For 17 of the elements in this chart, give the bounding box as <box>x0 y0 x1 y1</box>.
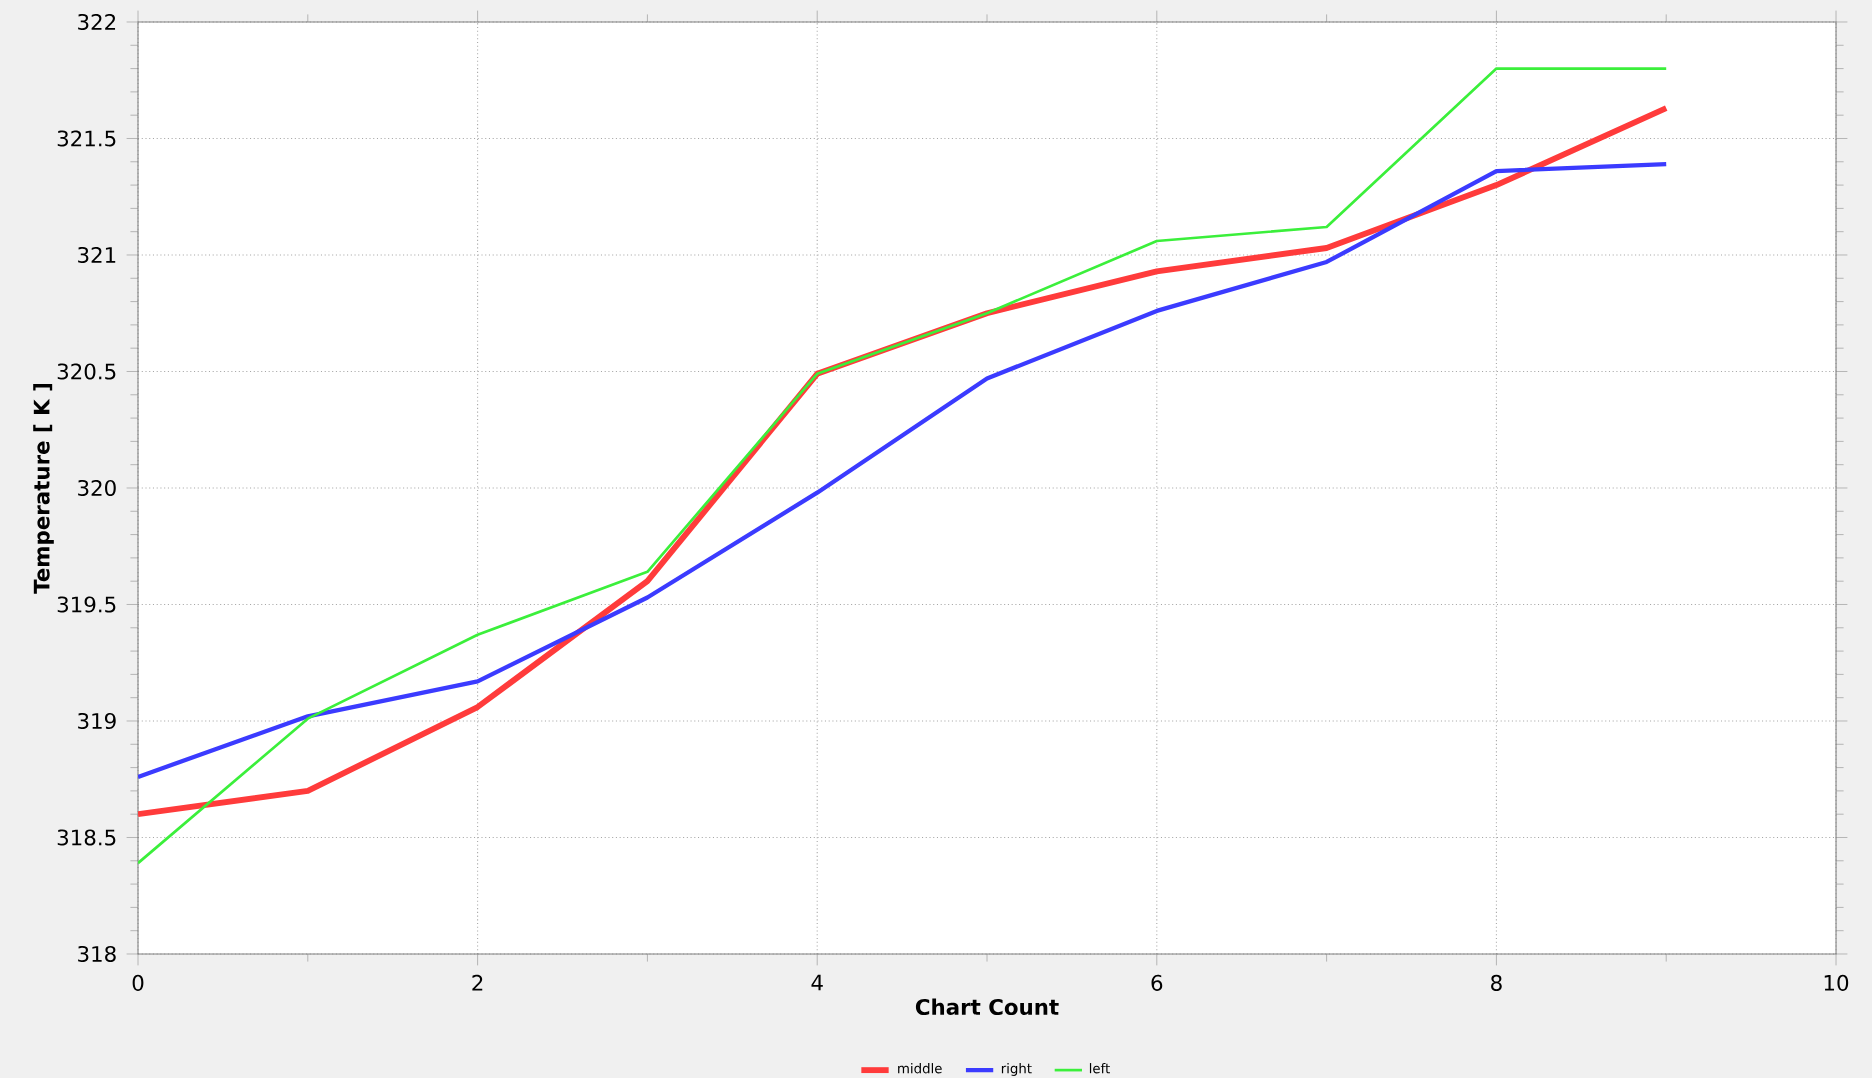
x-tick-label: 0 <box>132 974 144 991</box>
y-axis-title: Temperature [ K ] <box>33 384 54 594</box>
x-tick-label: 10 <box>1824 974 1849 991</box>
y-tick-label: 322 <box>78 13 116 31</box>
y-tick-label: 318 <box>78 945 116 963</box>
y-tick-label: 320.5 <box>57 363 116 380</box>
x-axis-title: Chart Count <box>915 998 1059 1016</box>
y-tick-label: 321 <box>78 246 116 264</box>
x-tick-label: 4 <box>811 974 823 991</box>
y-tick-label: 320 <box>78 479 116 497</box>
x-tick-label: 8 <box>1491 974 1502 991</box>
y-tick-label: 319.5 <box>57 596 116 613</box>
y-tick-label: 318.5 <box>57 829 116 846</box>
y-tick-label: 321.5 <box>57 130 116 147</box>
x-tick-label: 6 <box>1151 974 1163 991</box>
y-tick-label: 319 <box>78 712 116 730</box>
x-tick-label: 2 <box>472 974 483 991</box>
